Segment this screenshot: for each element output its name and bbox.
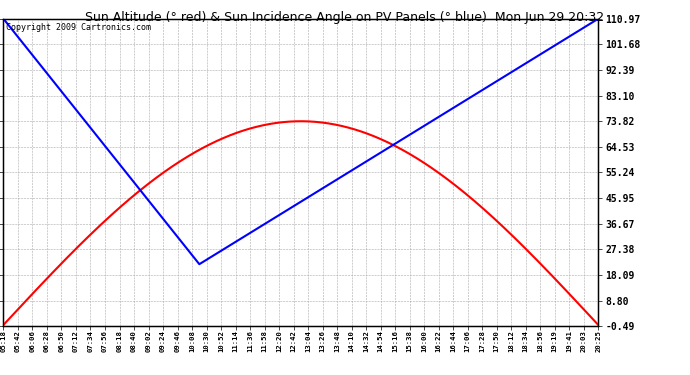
Text: 10:08: 10:08 <box>189 330 195 352</box>
Text: 09:02: 09:02 <box>146 330 152 352</box>
Text: 16:22: 16:22 <box>435 330 442 352</box>
Text: 18:12: 18:12 <box>509 330 514 352</box>
Text: 15:16: 15:16 <box>392 330 398 352</box>
Text: Sun Altitude (° red) & Sun Incidence Angle on PV Panels (° blue)  Mon Jun 29 20:: Sun Altitude (° red) & Sun Incidence Ang… <box>86 11 604 24</box>
Text: 06:50: 06:50 <box>59 330 64 352</box>
Text: 13:04: 13:04 <box>305 330 311 352</box>
Text: 11:36: 11:36 <box>247 330 253 352</box>
Text: 20:03: 20:03 <box>581 330 586 352</box>
Text: 06:06: 06:06 <box>30 330 35 352</box>
Text: 05:18: 05:18 <box>1 330 6 352</box>
Text: 15:38: 15:38 <box>406 330 413 352</box>
Text: 12:42: 12:42 <box>290 330 297 352</box>
Text: Copyright 2009 Cartronics.com: Copyright 2009 Cartronics.com <box>6 23 151 32</box>
Text: 07:56: 07:56 <box>102 330 108 352</box>
Text: 08:18: 08:18 <box>117 330 123 352</box>
Text: 06:28: 06:28 <box>44 330 50 352</box>
Text: 10:30: 10:30 <box>204 330 210 352</box>
Text: 17:06: 17:06 <box>464 330 471 352</box>
Text: 14:10: 14:10 <box>348 330 355 352</box>
Text: 09:24: 09:24 <box>160 330 166 352</box>
Text: 14:54: 14:54 <box>377 330 384 352</box>
Text: 17:50: 17:50 <box>493 330 500 352</box>
Text: 11:14: 11:14 <box>233 330 239 352</box>
Text: 11:58: 11:58 <box>262 330 268 352</box>
Text: 08:40: 08:40 <box>131 330 137 352</box>
Text: 16:44: 16:44 <box>450 330 456 352</box>
Text: 12:20: 12:20 <box>276 330 282 352</box>
Text: 18:56: 18:56 <box>538 330 543 352</box>
Text: 18:34: 18:34 <box>523 330 529 352</box>
Text: 14:32: 14:32 <box>363 330 369 352</box>
Text: 20:25: 20:25 <box>595 330 601 352</box>
Text: 05:42: 05:42 <box>15 330 21 352</box>
Text: 10:52: 10:52 <box>218 330 224 352</box>
Text: 07:34: 07:34 <box>88 330 93 352</box>
Text: 19:19: 19:19 <box>552 330 558 352</box>
Text: 13:48: 13:48 <box>334 330 340 352</box>
Text: 09:46: 09:46 <box>175 330 181 352</box>
Text: 16:00: 16:00 <box>421 330 427 352</box>
Text: 07:12: 07:12 <box>73 330 79 352</box>
Text: 13:26: 13:26 <box>319 330 326 352</box>
Text: 19:41: 19:41 <box>566 330 572 352</box>
Text: 17:28: 17:28 <box>479 330 485 352</box>
